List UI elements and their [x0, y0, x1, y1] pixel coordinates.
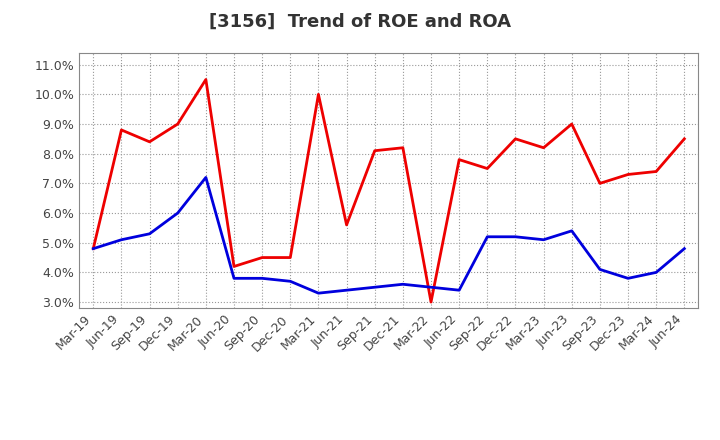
ROA — [680, 246, 688, 251]
ROE — [427, 300, 436, 305]
ROE — [258, 255, 266, 260]
ROA — [427, 285, 436, 290]
ROE — [342, 222, 351, 227]
ROA — [314, 290, 323, 296]
ROE — [314, 92, 323, 97]
ROE — [202, 77, 210, 82]
ROA — [174, 210, 182, 216]
ROE — [145, 139, 154, 144]
ROA — [624, 276, 632, 281]
Text: [3156]  Trend of ROE and ROA: [3156] Trend of ROE and ROA — [209, 13, 511, 31]
ROA — [455, 288, 464, 293]
ROE — [370, 148, 379, 154]
ROA — [258, 276, 266, 281]
ROE — [399, 145, 408, 150]
ROE — [680, 136, 688, 142]
ROE — [286, 255, 294, 260]
ROA — [399, 282, 408, 287]
ROA — [511, 234, 520, 239]
ROA — [202, 175, 210, 180]
ROE — [174, 121, 182, 127]
ROA — [595, 267, 604, 272]
ROA — [342, 288, 351, 293]
ROE — [230, 264, 238, 269]
ROE — [483, 166, 492, 171]
ROE — [117, 127, 126, 132]
ROE — [539, 145, 548, 150]
ROE — [455, 157, 464, 162]
ROA — [230, 276, 238, 281]
ROA — [567, 228, 576, 234]
ROE — [652, 169, 660, 174]
Line: ROA: ROA — [94, 177, 684, 293]
ROA — [117, 237, 126, 242]
ROE — [595, 181, 604, 186]
ROA — [286, 279, 294, 284]
ROE — [89, 246, 98, 251]
ROA — [652, 270, 660, 275]
ROA — [89, 246, 98, 251]
ROA — [370, 285, 379, 290]
ROA — [483, 234, 492, 239]
ROA — [539, 237, 548, 242]
ROA — [145, 231, 154, 236]
ROE — [511, 136, 520, 142]
ROE — [567, 121, 576, 127]
Line: ROE: ROE — [94, 80, 684, 302]
ROE — [624, 172, 632, 177]
